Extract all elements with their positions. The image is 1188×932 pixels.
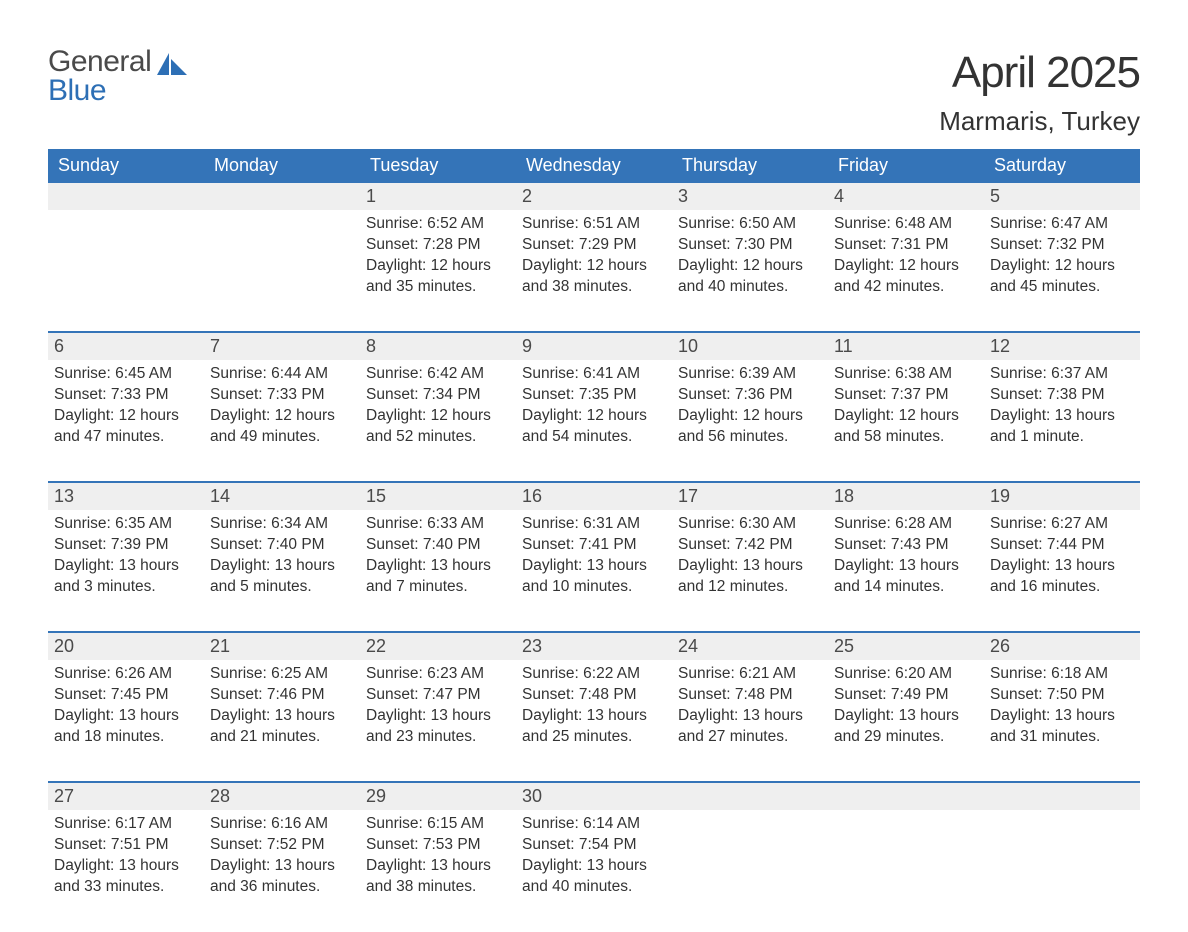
day-content-row: Sunrise: 6:35 AMSunset: 7:39 PMDaylight:… xyxy=(48,510,1140,632)
day-number: 27 xyxy=(48,782,204,810)
logo: General Blue xyxy=(48,48,187,105)
day-number: 21 xyxy=(204,632,360,660)
calendar-body: 1 2 3 4 5 Sunrise: 6:52 AMSunset: 7:28 P… xyxy=(48,183,1140,932)
day-number: 22 xyxy=(360,632,516,660)
day-content xyxy=(984,810,1140,932)
day-number: 30 xyxy=(516,782,672,810)
day-number: 16 xyxy=(516,482,672,510)
title-block: April 2025 Marmaris, Turkey xyxy=(939,48,1140,137)
day-content: Sunrise: 6:33 AMSunset: 7:40 PMDaylight:… xyxy=(360,510,516,632)
logo-line1: General xyxy=(48,48,151,77)
day-content: Sunrise: 6:39 AMSunset: 7:36 PMDaylight:… xyxy=(672,360,828,482)
day-number: 24 xyxy=(672,632,828,660)
day-content: Sunrise: 6:18 AMSunset: 7:50 PMDaylight:… xyxy=(984,660,1140,782)
day-number: 15 xyxy=(360,482,516,510)
day-content: Sunrise: 6:17 AMSunset: 7:51 PMDaylight:… xyxy=(48,810,204,932)
day-content: Sunrise: 6:44 AMSunset: 7:33 PMDaylight:… xyxy=(204,360,360,482)
day-number xyxy=(48,183,204,210)
weekday-header: Thursday xyxy=(672,149,828,183)
day-content: Sunrise: 6:22 AMSunset: 7:48 PMDaylight:… xyxy=(516,660,672,782)
daynum-row: 1 2 3 4 5 xyxy=(48,183,1140,210)
day-number: 9 xyxy=(516,332,672,360)
day-content: Sunrise: 6:38 AMSunset: 7:37 PMDaylight:… xyxy=(828,360,984,482)
weekday-header: Wednesday xyxy=(516,149,672,183)
day-content: Sunrise: 6:27 AMSunset: 7:44 PMDaylight:… xyxy=(984,510,1140,632)
day-number: 13 xyxy=(48,482,204,510)
day-content: Sunrise: 6:35 AMSunset: 7:39 PMDaylight:… xyxy=(48,510,204,632)
day-number: 2 xyxy=(516,183,672,210)
weekday-header: Tuesday xyxy=(360,149,516,183)
day-content: Sunrise: 6:26 AMSunset: 7:45 PMDaylight:… xyxy=(48,660,204,782)
day-content: Sunrise: 6:45 AMSunset: 7:33 PMDaylight:… xyxy=(48,360,204,482)
day-number: 20 xyxy=(48,632,204,660)
logo-sail-icon xyxy=(157,53,187,75)
day-content: Sunrise: 6:15 AMSunset: 7:53 PMDaylight:… xyxy=(360,810,516,932)
day-content: Sunrise: 6:16 AMSunset: 7:52 PMDaylight:… xyxy=(204,810,360,932)
day-number: 23 xyxy=(516,632,672,660)
day-number: 29 xyxy=(360,782,516,810)
weekday-header-row: Sunday Monday Tuesday Wednesday Thursday… xyxy=(48,149,1140,183)
day-content: Sunrise: 6:30 AMSunset: 7:42 PMDaylight:… xyxy=(672,510,828,632)
day-content: Sunrise: 6:42 AMSunset: 7:34 PMDaylight:… xyxy=(360,360,516,482)
page-title: April 2025 xyxy=(939,48,1140,98)
day-content: Sunrise: 6:48 AMSunset: 7:31 PMDaylight:… xyxy=(828,210,984,332)
day-content: Sunrise: 6:50 AMSunset: 7:30 PMDaylight:… xyxy=(672,210,828,332)
day-number: 6 xyxy=(48,332,204,360)
day-content-row: Sunrise: 6:45 AMSunset: 7:33 PMDaylight:… xyxy=(48,360,1140,482)
day-number: 14 xyxy=(204,482,360,510)
day-content: Sunrise: 6:47 AMSunset: 7:32 PMDaylight:… xyxy=(984,210,1140,332)
daynum-row: 27 28 29 30 xyxy=(48,782,1140,810)
day-number: 28 xyxy=(204,782,360,810)
day-number: 7 xyxy=(204,332,360,360)
day-content: Sunrise: 6:14 AMSunset: 7:54 PMDaylight:… xyxy=(516,810,672,932)
day-content xyxy=(48,210,204,332)
day-number: 19 xyxy=(984,482,1140,510)
day-number: 10 xyxy=(672,332,828,360)
weekday-header: Monday xyxy=(204,149,360,183)
header: General Blue April 2025 Marmaris, Turkey xyxy=(48,48,1140,137)
daynum-row: 13 14 15 16 17 18 19 xyxy=(48,482,1140,510)
day-content: Sunrise: 6:21 AMSunset: 7:48 PMDaylight:… xyxy=(672,660,828,782)
day-content: Sunrise: 6:52 AMSunset: 7:28 PMDaylight:… xyxy=(360,210,516,332)
daynum-row: 20 21 22 23 24 25 26 xyxy=(48,632,1140,660)
day-content-row: Sunrise: 6:17 AMSunset: 7:51 PMDaylight:… xyxy=(48,810,1140,932)
weekday-header: Sunday xyxy=(48,149,204,183)
logo-text: General Blue xyxy=(48,48,151,105)
day-content-row: Sunrise: 6:26 AMSunset: 7:45 PMDaylight:… xyxy=(48,660,1140,782)
day-number xyxy=(672,782,828,810)
weekday-header: Saturday xyxy=(984,149,1140,183)
day-number xyxy=(984,782,1140,810)
day-content xyxy=(204,210,360,332)
day-number: 12 xyxy=(984,332,1140,360)
day-number: 25 xyxy=(828,632,984,660)
weekday-header: Friday xyxy=(828,149,984,183)
logo-line2: Blue xyxy=(48,77,151,106)
day-content: Sunrise: 6:31 AMSunset: 7:41 PMDaylight:… xyxy=(516,510,672,632)
day-content: Sunrise: 6:34 AMSunset: 7:40 PMDaylight:… xyxy=(204,510,360,632)
daynum-row: 6 7 8 9 10 11 12 xyxy=(48,332,1140,360)
day-number xyxy=(204,183,360,210)
location-subtitle: Marmaris, Turkey xyxy=(939,106,1140,137)
day-content: Sunrise: 6:37 AMSunset: 7:38 PMDaylight:… xyxy=(984,360,1140,482)
day-content: Sunrise: 6:28 AMSunset: 7:43 PMDaylight:… xyxy=(828,510,984,632)
day-number: 17 xyxy=(672,482,828,510)
day-content: Sunrise: 6:41 AMSunset: 7:35 PMDaylight:… xyxy=(516,360,672,482)
day-number: 4 xyxy=(828,183,984,210)
day-content: Sunrise: 6:20 AMSunset: 7:49 PMDaylight:… xyxy=(828,660,984,782)
day-content xyxy=(672,810,828,932)
day-number: 18 xyxy=(828,482,984,510)
day-content: Sunrise: 6:23 AMSunset: 7:47 PMDaylight:… xyxy=(360,660,516,782)
day-content xyxy=(828,810,984,932)
day-content: Sunrise: 6:51 AMSunset: 7:29 PMDaylight:… xyxy=(516,210,672,332)
day-number: 11 xyxy=(828,332,984,360)
day-number: 5 xyxy=(984,183,1140,210)
day-number: 3 xyxy=(672,183,828,210)
day-content-row: Sunrise: 6:52 AMSunset: 7:28 PMDaylight:… xyxy=(48,210,1140,332)
calendar-table: Sunday Monday Tuesday Wednesday Thursday… xyxy=(48,149,1140,932)
day-number: 8 xyxy=(360,332,516,360)
day-content: Sunrise: 6:25 AMSunset: 7:46 PMDaylight:… xyxy=(204,660,360,782)
day-number: 1 xyxy=(360,183,516,210)
day-number xyxy=(828,782,984,810)
day-number: 26 xyxy=(984,632,1140,660)
